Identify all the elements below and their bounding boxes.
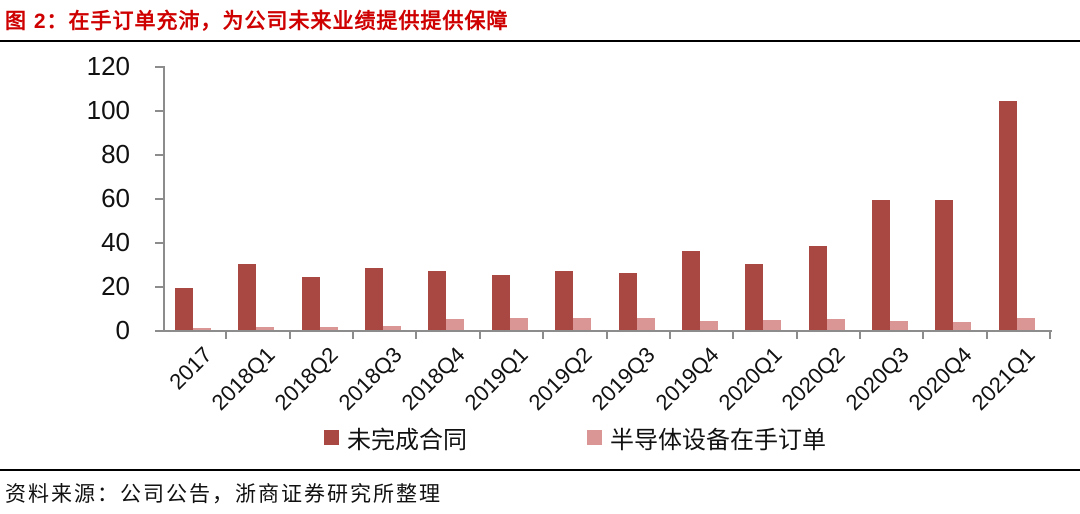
y-axis-tick xyxy=(155,66,164,68)
legend-item-semiconductor-orders: 半导体设备在手订单 xyxy=(587,420,826,455)
bar-半导体设备在手订单-2019Q3 xyxy=(636,317,655,330)
legend-item-uncompleted-contracts: 未完成合同 xyxy=(324,420,467,455)
x-axis-tick xyxy=(288,332,291,339)
bar-未完成合同-2018Q1 xyxy=(238,264,257,330)
bar-半导体设备在手订单-2020Q4 xyxy=(953,322,972,330)
bar-未完成合同-2019Q1 xyxy=(491,275,510,330)
bar-半导体设备在手订单-2019Q4 xyxy=(699,321,718,330)
y-axis-tick xyxy=(155,330,164,332)
bar-未完成合同-2020Q1 xyxy=(745,264,764,330)
x-axis-tick xyxy=(605,332,608,339)
bar-半导体设备在手订单-2018Q4 xyxy=(446,319,465,330)
x-axis-line xyxy=(163,330,1052,332)
bar-未完成合同-2018Q4 xyxy=(428,270,447,330)
x-axis-tick xyxy=(1049,332,1051,339)
x-axis-tick xyxy=(795,332,798,339)
bar-未完成合同-2017 xyxy=(175,288,193,330)
chart-legend: 未完成合同 半导体设备在手订单 xyxy=(0,420,1080,455)
bar-半导体设备在手订单-2019Q1 xyxy=(509,317,528,330)
y-axis-tick-label: 60 xyxy=(101,183,130,213)
y-axis-tick xyxy=(155,154,164,156)
figure-title: 图 2：在手订单充沛，为公司未来业绩提供提供保障 xyxy=(5,10,509,33)
y-axis-tick-label: 0 xyxy=(115,315,130,345)
legend-label-semiconductor-orders: 半导体设备在手订单 xyxy=(610,428,826,454)
bar-未完成合同-2020Q2 xyxy=(808,246,827,330)
y-axis-line xyxy=(163,66,165,332)
x-axis-tick xyxy=(352,332,355,339)
bar-未完成合同-2018Q2 xyxy=(301,277,320,330)
y-axis-tick-label: 80 xyxy=(101,139,130,169)
x-axis-tick xyxy=(858,332,861,339)
bar-未完成合同-2019Q3 xyxy=(618,272,637,330)
y-axis-tick xyxy=(155,242,164,244)
bar-半导体设备在手订单-2020Q3 xyxy=(889,321,908,330)
x-axis-tick xyxy=(668,332,671,339)
y-axis-tick xyxy=(155,198,164,200)
x-axis-tick xyxy=(415,332,418,339)
bar-半导体设备在手订单-2020Q2 xyxy=(826,319,845,330)
y-axis-tick xyxy=(155,286,164,288)
bar-未完成合同-2020Q4 xyxy=(935,200,954,330)
bar-半导体设备在手订单-2018Q3 xyxy=(383,325,402,330)
y-axis-tick-label: 120 xyxy=(86,51,130,81)
x-axis-tick xyxy=(225,332,228,339)
legend-marker-semiconductor-orders xyxy=(587,430,602,445)
x-axis-tick xyxy=(732,332,735,339)
bar-半导体设备在手订单-2017 xyxy=(193,327,211,330)
x-axis-tick xyxy=(985,332,988,339)
bar-半导体设备在手订单-2021Q1 xyxy=(1016,317,1035,330)
bar-半导体设备在手订单-2018Q1 xyxy=(256,326,275,330)
source-attribution: 资料来源：公司公告，浙商证券研究所整理 xyxy=(5,482,442,506)
bar-半导体设备在手订单-2019Q2 xyxy=(573,317,592,330)
y-axis-tick-label: 20 xyxy=(101,271,130,301)
x-axis-tick xyxy=(542,332,545,339)
bar-半导体设备在手订单-2020Q1 xyxy=(763,320,782,330)
x-axis-tick xyxy=(922,332,925,339)
bottom-divider-line xyxy=(0,469,1080,471)
y-axis-tick xyxy=(155,110,164,112)
bar-半导体设备在手订单-2018Q2 xyxy=(319,326,338,330)
legend-marker-uncompleted-contracts xyxy=(324,430,339,445)
top-divider-line xyxy=(0,40,1080,42)
y-axis-tick-label: 40 xyxy=(101,227,130,257)
x-axis-tick xyxy=(478,332,481,339)
bar-未完成合同-2021Q1 xyxy=(998,101,1017,330)
bar-未完成合同-2019Q4 xyxy=(681,250,700,330)
bar-未完成合同-2019Q2 xyxy=(555,270,574,330)
bar-未完成合同-2018Q3 xyxy=(365,268,384,330)
legend-label-uncompleted-contracts: 未完成合同 xyxy=(347,428,467,454)
y-axis-tick-label: 100 xyxy=(86,95,130,125)
bar-未完成合同-2020Q3 xyxy=(871,200,890,330)
